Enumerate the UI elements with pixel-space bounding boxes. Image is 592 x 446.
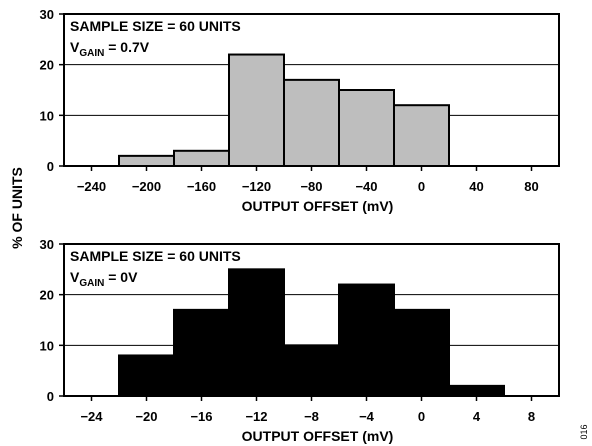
- x-tick-label-6: 0: [418, 179, 425, 194]
- histogram-bar-5: [393, 308, 450, 397]
- x-tick-label-4: −80: [300, 179, 322, 194]
- vgain-subscript: GAIN: [79, 278, 104, 289]
- y-tick-label-1: 10: [40, 108, 54, 123]
- x-axis-label: OUTPUT OFFSET (mV): [242, 198, 394, 214]
- x-tick-label-2: −16: [190, 409, 212, 424]
- y-tick-label-3: 30: [40, 7, 54, 22]
- y-tick-label-2: 20: [40, 58, 54, 73]
- x-tick-label-0: −240: [77, 179, 106, 194]
- histogram-bar-4: [338, 89, 395, 167]
- x-tick-label-8: 8: [528, 409, 535, 424]
- figure-id: 016: [579, 424, 589, 439]
- annotation-sample-size: SAMPLE SIZE = 60 UNITS: [70, 18, 241, 34]
- annotation-vgain: VGAIN = 0V: [70, 269, 138, 289]
- vgain-value: = 0V: [104, 269, 138, 285]
- vgain-symbol: V: [70, 39, 80, 55]
- histogram-bar-0: [118, 154, 175, 168]
- y-tick-label-0: 0: [47, 389, 54, 404]
- x-tick-label-1: −200: [132, 179, 161, 194]
- x-tick-label-2: −160: [187, 179, 216, 194]
- x-axis-label: OUTPUT OFFSET (mV): [242, 428, 394, 444]
- histogram-bar-2: [228, 268, 285, 398]
- y-tick-label-3: 30: [40, 237, 54, 252]
- y-tick-label-2: 20: [40, 288, 54, 303]
- annotation-sample-size: SAMPLE SIZE = 60 UNITS: [70, 248, 241, 264]
- x-tick-label-1: −20: [135, 409, 157, 424]
- x-tick-label-0: −24: [80, 409, 103, 424]
- histogram-bar-5: [393, 104, 450, 167]
- bottom-histogram-panel: −24 −20 −16 −12 −8 −4 0 4 8 0 10 20 30 OUTPUT OFFSET …: [40, 237, 560, 444]
- vgain-value: = 0.7V: [104, 39, 149, 55]
- x-tick-label-7: 4: [473, 409, 481, 424]
- histogram-bar-1: [173, 308, 230, 397]
- x-tick-label-5: −40: [355, 179, 377, 194]
- histogram-bar-6: [448, 384, 505, 398]
- x-tick-label-6: 0: [418, 409, 425, 424]
- vgain-symbol: V: [70, 269, 80, 285]
- histogram-bar-3: [283, 344, 340, 398]
- x-tick-label-3: −120: [242, 179, 271, 194]
- y-tick-label-0: 0: [47, 159, 54, 174]
- top-histogram-panel: −240 −200 −160 −120 −80 −40 0 40 80 0 10 20 30 OUTPUT…: [40, 7, 560, 214]
- x-tick-label-3: −12: [245, 409, 267, 424]
- x-tick-label-8: 80: [524, 179, 538, 194]
- x-tick-label-4: −8: [304, 409, 319, 424]
- vgain-subscript: GAIN: [79, 48, 104, 59]
- histogram-bar-4: [338, 283, 395, 397]
- x-tick-label-7: 40: [469, 179, 483, 194]
- y-tick-label-1: 10: [40, 338, 54, 353]
- y-axis-label: % OF UNITS: [9, 167, 25, 249]
- histogram-bar-1: [173, 149, 230, 168]
- histogram-bar-3: [283, 78, 340, 167]
- histogram-bar-2: [228, 53, 285, 167]
- x-tick-label-5: −4: [359, 409, 375, 424]
- annotation-vgain: VGAIN = 0.7V: [70, 39, 150, 59]
- histogram-bar-0: [118, 354, 175, 398]
